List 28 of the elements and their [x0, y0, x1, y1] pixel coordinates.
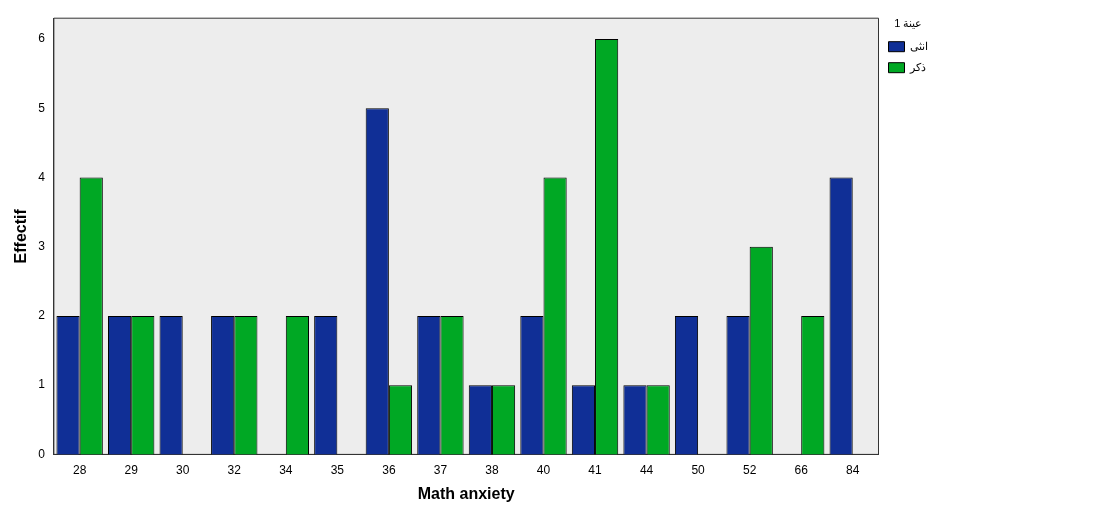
y-tick-label: 1 — [38, 377, 46, 392]
y-tick-label: 5 — [38, 100, 46, 115]
x-tick-label: 30 — [176, 462, 190, 477]
legend-title: عينة 1 — [894, 16, 923, 29]
x-tick-label: 37 — [433, 462, 448, 477]
x-tick-label: 29 — [124, 462, 139, 477]
y-tick-label: 0 — [38, 446, 46, 461]
y-axis-title: Effectif — [12, 208, 30, 264]
legend-label: ذكر — [909, 60, 926, 74]
x-tick-label: 32 — [227, 462, 242, 477]
x-tick-label: 36 — [382, 462, 396, 477]
x-tick-label: 38 — [485, 462, 499, 477]
y-tick-label: 2 — [38, 308, 46, 323]
x-tick-label: 84 — [846, 462, 860, 477]
x-tick-label: 35 — [330, 462, 345, 477]
y-tick-label: 6 — [38, 31, 46, 46]
x-tick-label: 41 — [588, 462, 603, 477]
y-tick-label: 3 — [38, 239, 46, 253]
x-tick-label: 34 — [279, 462, 293, 477]
x-tick-label: 44 — [639, 462, 654, 477]
y-tick-label: 4 — [38, 169, 46, 184]
x-tick-label: 66 — [794, 462, 809, 477]
x-tick-label: 28 — [72, 462, 87, 477]
x-tick-label: 40 — [536, 462, 551, 477]
legend-label: انثى — [910, 39, 928, 52]
x-axis-title: Math anxiety — [417, 484, 515, 502]
x-tick-label: 52 — [742, 462, 757, 477]
x-tick-label: 50 — [691, 462, 706, 477]
